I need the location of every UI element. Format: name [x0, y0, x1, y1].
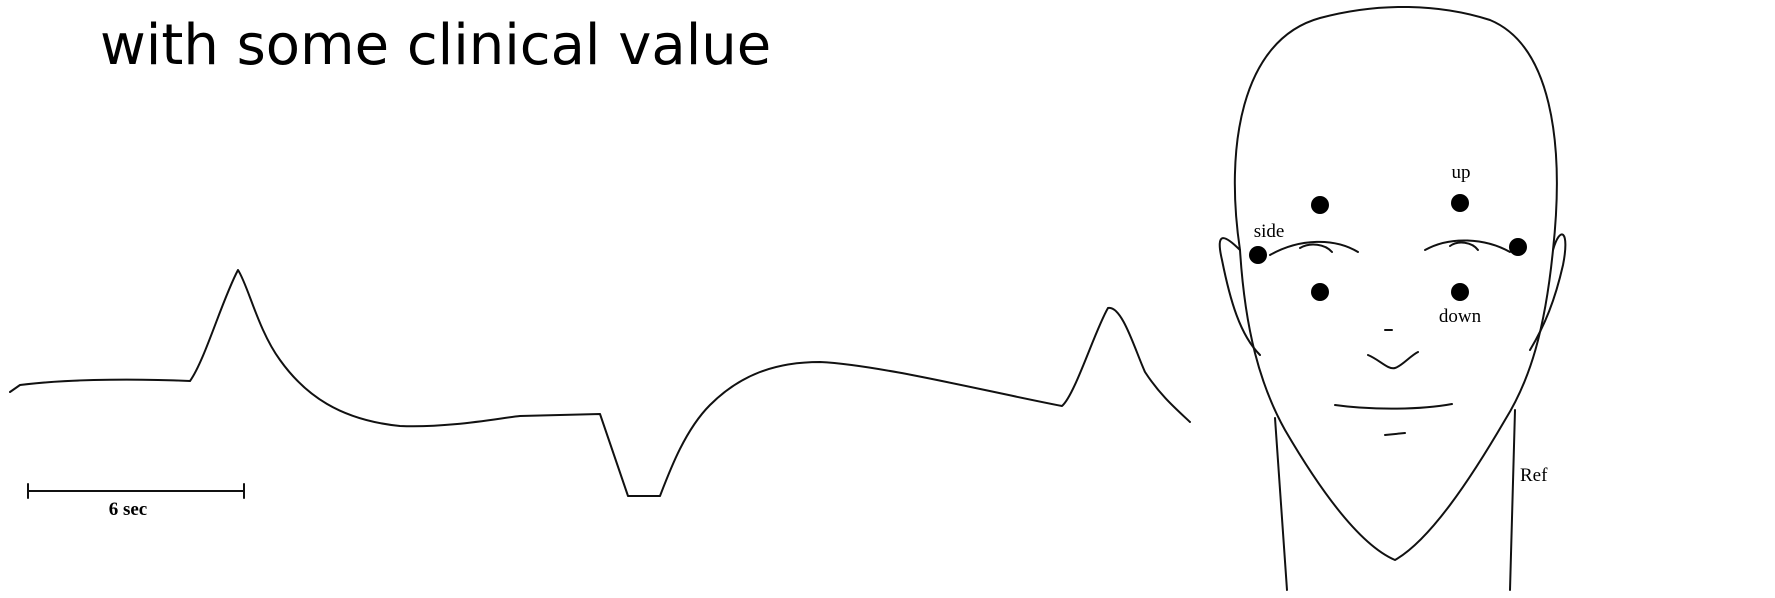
electrode: [1509, 238, 1527, 256]
label-up: up: [1452, 162, 1471, 183]
scale-label: 6 sec: [109, 499, 148, 520]
electrode: [1249, 246, 1267, 264]
right-eye: [1424, 239, 1511, 253]
left-ear: [1218, 237, 1261, 356]
neck-right: [1509, 409, 1516, 591]
mouth: [1334, 403, 1453, 436]
electrode: [1311, 283, 1329, 301]
face-diagram: up side down Ref: [1218, 6, 1567, 591]
scale-bar: 6 sec: [27, 483, 245, 520]
signal-trace: [9, 269, 1191, 497]
electrode: [1451, 283, 1469, 301]
electrode: [1311, 196, 1329, 214]
head-outline: [1233, 6, 1558, 561]
label-down: down: [1439, 306, 1482, 327]
neck-left: [1274, 417, 1288, 591]
electrode: [1451, 194, 1469, 212]
right-ear: [1529, 233, 1567, 351]
label-side: side: [1254, 221, 1285, 242]
slide-title: with some clinical value: [100, 13, 771, 78]
left-eye: [1269, 240, 1359, 256]
nose: [1367, 329, 1419, 370]
eog-waveform: 6 sec: [9, 269, 1191, 520]
label-ref: Ref: [1520, 465, 1548, 486]
